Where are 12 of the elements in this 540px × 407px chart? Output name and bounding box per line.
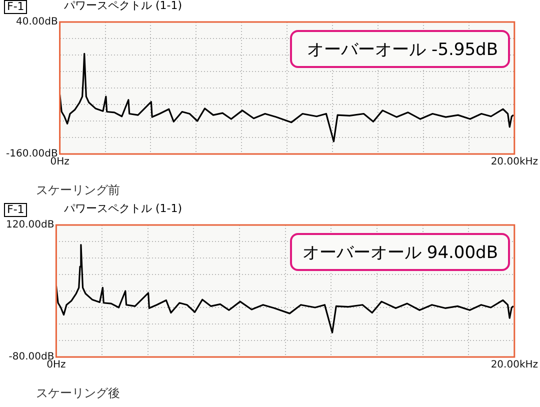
annotation: オーバーオール -5.95dB [290, 30, 510, 68]
x-tick-label: 20.00kHz [490, 360, 538, 371]
text: F-1 [4, 0, 28, 14]
text: スケーリング前 [36, 182, 120, 199]
text: F-1 [4, 203, 28, 217]
chart-title: パワースペクトル (1-1) [64, 0, 182, 12]
y-tick-label: 40.00dB [16, 16, 58, 28]
x-tick-label: 20.00kHz [490, 156, 538, 168]
annotation: オーバーオール 94.00dB [290, 233, 510, 271]
text: スケーリング後 [36, 385, 120, 402]
chart-title: パワースペクトル (1-1) [64, 202, 182, 215]
y-tick-label: 120.00dB [6, 220, 54, 231]
